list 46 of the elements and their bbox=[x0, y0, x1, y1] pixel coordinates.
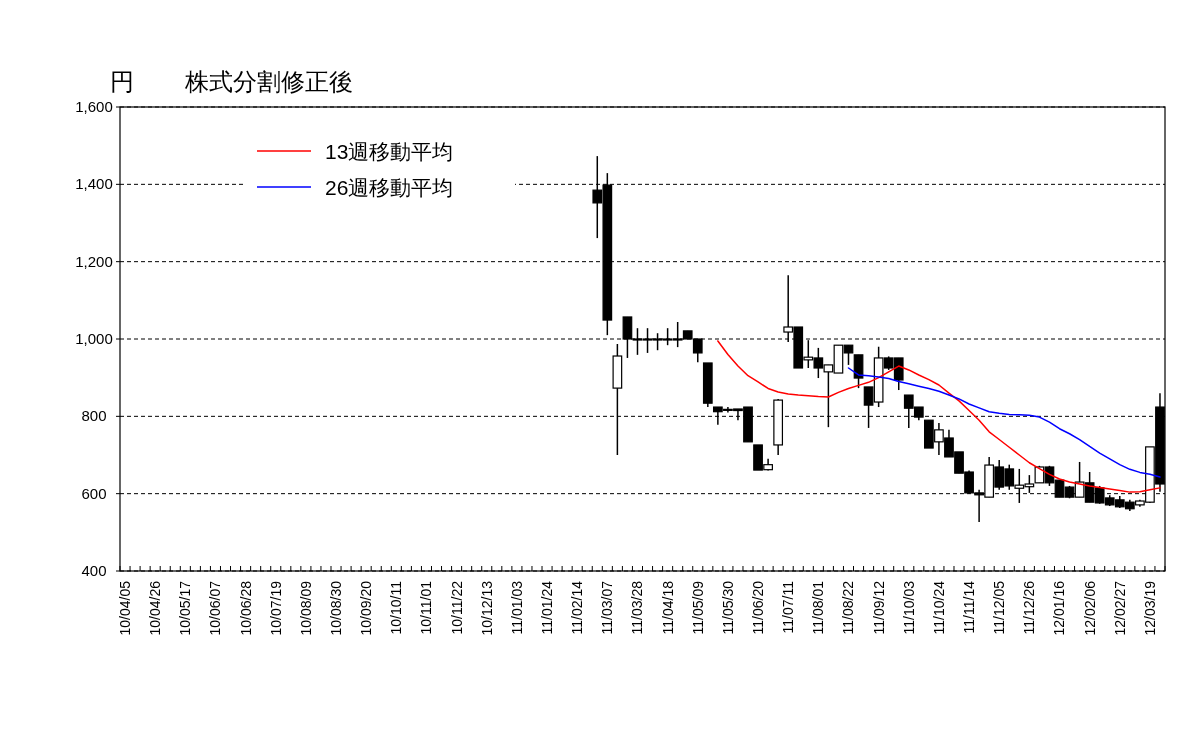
x-tick-label: 10/11/22 bbox=[448, 580, 465, 635]
x-tick-label: 11/08/22 bbox=[840, 580, 857, 635]
y-tick-label: 1,200 bbox=[75, 252, 113, 270]
x-tick-label: 10/06/28 bbox=[237, 580, 254, 636]
x-tick-label: 11/09/12 bbox=[870, 580, 887, 635]
x-tick-label: 10/10/11 bbox=[388, 580, 405, 635]
x-tick-label: 11/04/18 bbox=[659, 580, 676, 635]
x-tick-label: 10/04/05 bbox=[117, 580, 134, 636]
x-tick-label: 11/06/20 bbox=[750, 580, 767, 635]
x-tick-label: 10/09/20 bbox=[358, 580, 375, 636]
x-tick-label: 11/05/09 bbox=[689, 580, 706, 635]
y-tick-label: 800 bbox=[81, 407, 107, 425]
legend-label: 26週移動平均 bbox=[325, 176, 454, 199]
x-tick-label: 11/07/11 bbox=[780, 580, 797, 634]
x-tick-label: 10/11/01 bbox=[418, 580, 435, 635]
x-tick-label: 11/12/26 bbox=[1021, 580, 1038, 635]
y-tick-label: 1,600 bbox=[75, 98, 113, 115]
y-tick-label: 400 bbox=[81, 562, 107, 579]
x-tick-label: 11/02/14 bbox=[569, 580, 586, 635]
x-tick-label: 11/08/01 bbox=[810, 580, 827, 635]
x-tick-label: 11/11/14 bbox=[961, 580, 978, 634]
x-tick-label: 12/02/27 bbox=[1111, 580, 1128, 636]
x-tick-label: 10/08/09 bbox=[297, 580, 314, 636]
x-tick-label: 11/12/05 bbox=[991, 580, 1008, 635]
y-tick-label: 1,400 bbox=[75, 175, 113, 193]
x-tick-label: 12/01/16 bbox=[1051, 580, 1068, 636]
x-tick-label: 11/01/03 bbox=[508, 580, 525, 635]
y-tick-label: 1,000 bbox=[75, 330, 113, 347]
x-tick-label: 10/12/13 bbox=[478, 580, 495, 636]
legend-label: 13週移動平均 bbox=[325, 140, 454, 163]
y-axis-title: 円 bbox=[110, 68, 134, 95]
x-tick-label: 11/03/07 bbox=[599, 580, 616, 635]
x-tick-label: 10/04/26 bbox=[147, 580, 164, 636]
x-tick-label: 11/03/28 bbox=[629, 580, 646, 635]
x-tick-label: 11/10/03 bbox=[900, 580, 917, 635]
x-tick-label: 10/05/17 bbox=[177, 580, 194, 636]
x-tick-label: 11/10/24 bbox=[930, 580, 947, 635]
y-tick-label: 600 bbox=[81, 484, 107, 502]
x-tick-label: 12/03/19 bbox=[1141, 580, 1158, 636]
x-tick-label: 12/02/06 bbox=[1081, 580, 1098, 636]
x-tick-label: 10/08/30 bbox=[328, 580, 345, 636]
x-tick-label: 10/06/07 bbox=[207, 580, 224, 636]
x-tick-label: 11/01/24 bbox=[539, 580, 556, 635]
x-tick-label: 10/07/19 bbox=[267, 580, 284, 636]
chart-title: 株式分割修正後 bbox=[184, 68, 353, 95]
x-tick-label: 11/05/30 bbox=[719, 580, 736, 635]
